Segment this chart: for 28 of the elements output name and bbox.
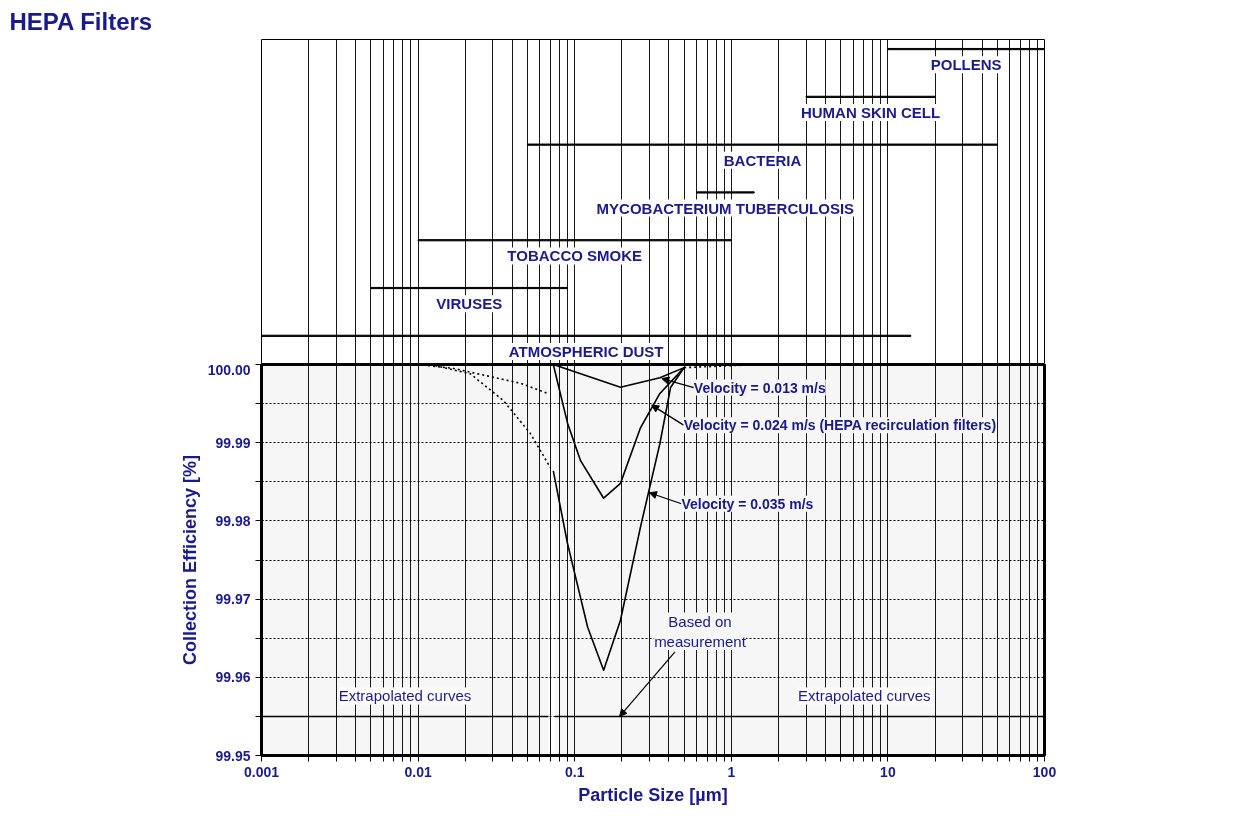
chart-title: HEPA Filters: [9, 7, 153, 35]
x-tick-label: 0.01: [404, 763, 432, 780]
category-label: TOBACCO SMOKE: [507, 247, 643, 265]
category-label: BACTERIA: [723, 151, 802, 169]
annotation: Velocity = 0.035 m/s: [681, 495, 814, 512]
annotation: Velocity = 0.013 m/s: [693, 379, 826, 396]
category-label: VIRUSES: [436, 295, 503, 313]
y-tick-label: 99.96: [215, 669, 251, 686]
y-tick-label: 99.98: [215, 512, 251, 529]
x-axis-title: Particle Size [µm]: [578, 784, 728, 805]
band-label: Extrapolated curves: [798, 687, 931, 705]
annotation: Based on measurement: [654, 612, 747, 650]
x-tick-label: 0.001: [243, 763, 280, 780]
x-tick-label: 100: [1032, 763, 1057, 780]
x-tick-label: 10: [880, 763, 896, 780]
y-tick-label: 99.95: [215, 747, 251, 764]
band-label: Extrapolated curves: [338, 687, 472, 705]
y-tick-label: 99.97: [215, 591, 251, 608]
category-label: MYCOBACTERIUM TUBERCULOSIS: [596, 199, 855, 217]
x-tick-label: 1: [727, 763, 736, 780]
category-label: HUMAN SKIN CELL: [800, 104, 941, 122]
x-tick-label: 0.1: [564, 763, 585, 780]
y-tick-label: 100.00: [207, 361, 251, 378]
y-axis-title: Collection Efficiency [%]: [179, 454, 200, 666]
annotation: Velocity = 0.024 m/s (HEPA recirculation filters): [683, 417, 997, 434]
category-label: POLLENS: [930, 56, 1002, 74]
category-label: ATMOSPHERIC DUST: [508, 342, 664, 360]
y-tick-label: 99.99: [215, 434, 251, 451]
